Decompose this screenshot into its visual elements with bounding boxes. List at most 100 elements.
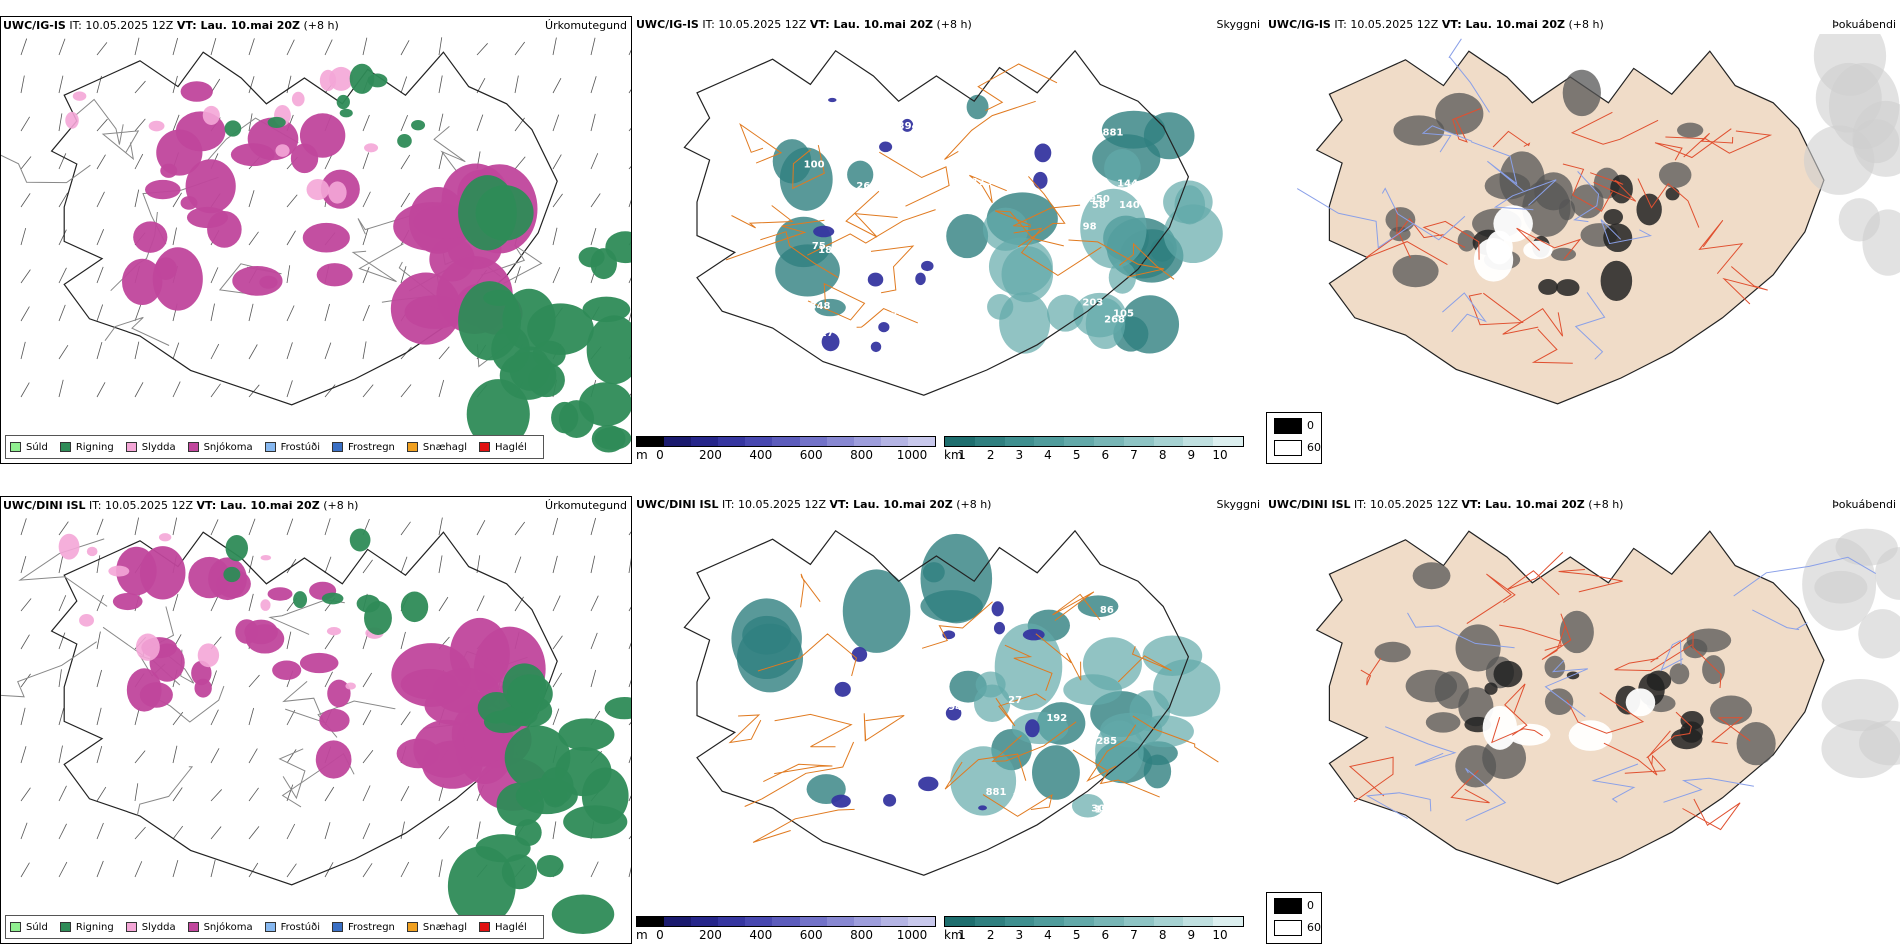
wind-barb bbox=[628, 277, 631, 284]
field-blob bbox=[326, 626, 342, 636]
wind-barb bbox=[96, 342, 103, 360]
cloud-base-value: 881 bbox=[1103, 128, 1124, 139]
field-blob bbox=[1085, 298, 1126, 350]
wind-barb bbox=[438, 859, 443, 878]
field-blob bbox=[779, 147, 833, 211]
wind-barb bbox=[134, 153, 144, 170]
wind-barb bbox=[514, 75, 519, 94]
cloud-map: 285 192 19 266 301 86 394 428 410 201 103 881 962 201… bbox=[683, 529, 1221, 876]
colorbar-tick-label: 1 bbox=[958, 928, 966, 942]
cloud-base-value: 410 bbox=[910, 823, 931, 834]
field-blob bbox=[1486, 230, 1513, 265]
visibility-colorbar: km 1 2 3 4 5 6 7 8 9 10 bbox=[944, 436, 1244, 464]
road-line bbox=[1590, 172, 1637, 202]
wind-barb bbox=[20, 269, 31, 284]
field-blob bbox=[316, 263, 353, 287]
field-blob bbox=[466, 379, 530, 450]
field-blob bbox=[1095, 720, 1144, 783]
field-blob bbox=[397, 134, 412, 148]
wind-barb bbox=[628, 165, 631, 170]
wind-barb bbox=[590, 861, 599, 878]
fog-legend: 0 60 bbox=[1266, 892, 1322, 944]
wind-barb bbox=[400, 76, 408, 94]
cloud-base-value: 100 bbox=[804, 159, 825, 170]
road-line bbox=[977, 63, 1058, 112]
field-blob bbox=[813, 225, 835, 238]
legend-item: Slydda bbox=[125, 442, 176, 453]
road-line bbox=[1637, 178, 1700, 228]
road-line bbox=[278, 748, 306, 800]
field-blob bbox=[327, 679, 351, 708]
field-blob bbox=[108, 565, 130, 577]
fog-index-label: Þokuábendi bbox=[1832, 18, 1896, 31]
colorbar-tick-label: 6 bbox=[1101, 448, 1110, 462]
field-blob bbox=[814, 298, 846, 317]
legend-swatch bbox=[59, 442, 71, 452]
legend-swatch bbox=[264, 922, 276, 932]
legend-swatch bbox=[59, 922, 71, 932]
colorbar-cell bbox=[907, 917, 936, 926]
cloud-base-value: 327 bbox=[813, 328, 834, 339]
field-blob bbox=[1523, 240, 1553, 260]
wind-barb bbox=[58, 153, 67, 170]
field-blob bbox=[1680, 721, 1703, 743]
legend-item: Frostúði bbox=[264, 442, 320, 453]
wind-barb bbox=[20, 787, 31, 802]
road-line bbox=[104, 316, 170, 346]
field-blob bbox=[458, 281, 522, 361]
field-blob bbox=[1669, 663, 1690, 685]
road-line bbox=[845, 190, 898, 238]
wind-barb bbox=[438, 37, 443, 56]
wind-barb bbox=[362, 266, 370, 284]
field-blob bbox=[945, 706, 962, 721]
cloud-base-value: 144 bbox=[1117, 179, 1138, 190]
wind-barb bbox=[628, 835, 631, 840]
field-blob bbox=[501, 854, 538, 890]
road-line bbox=[1, 641, 97, 698]
wind-barb bbox=[286, 265, 291, 284]
colorbar-unit: m bbox=[636, 928, 648, 942]
colorbar-strip bbox=[944, 916, 1244, 927]
field-blob bbox=[973, 684, 1011, 723]
field-blob bbox=[1001, 246, 1054, 303]
road-line bbox=[1296, 188, 1415, 249]
panel-title: UWC/IG-IS IT: 10.05.2025 12Z VT: Lau. 10… bbox=[3, 19, 339, 32]
field-blob bbox=[1022, 628, 1045, 641]
field-blob bbox=[299, 113, 346, 158]
road-line bbox=[728, 714, 762, 744]
field-blob bbox=[1034, 143, 1052, 163]
field-blob bbox=[1493, 660, 1523, 688]
cloud-base-value: 950 bbox=[1089, 194, 1110, 205]
wind-barb bbox=[96, 229, 105, 246]
fog-max-label: 0 bbox=[1307, 899, 1314, 912]
wind-barb bbox=[58, 229, 67, 246]
field-blob bbox=[1071, 794, 1104, 818]
wind-barb bbox=[210, 38, 217, 56]
wind-barb bbox=[362, 823, 371, 840]
colorbar-cell bbox=[1064, 917, 1094, 926]
field-blob bbox=[604, 696, 631, 720]
cloud-map: 203 144 105 113 327 394 950 97 881 269 140 100 98 125… bbox=[683, 49, 1223, 396]
colorbar-tick-label: 5 bbox=[1072, 448, 1081, 462]
wind-barb bbox=[324, 303, 330, 322]
fog-swatch-max bbox=[1274, 418, 1302, 434]
legend-label: Snjókoma bbox=[203, 441, 253, 453]
field-blob bbox=[411, 119, 426, 131]
wind-barb bbox=[286, 230, 296, 246]
wind-barb bbox=[628, 866, 631, 878]
cloud-base-value: 201 bbox=[917, 807, 938, 818]
fog-min-label: 60 bbox=[1307, 441, 1321, 454]
wind-barb bbox=[248, 231, 259, 246]
colorbar-cell bbox=[1034, 917, 1065, 926]
wind-barb bbox=[134, 707, 140, 726]
wind-barb bbox=[628, 755, 631, 764]
field-blob bbox=[527, 303, 594, 356]
colorbar-cell bbox=[974, 917, 1005, 926]
wind-barb bbox=[590, 632, 598, 650]
wind-barb bbox=[590, 595, 599, 612]
wind-barb bbox=[96, 860, 104, 878]
legend-swatch bbox=[187, 922, 199, 932]
cloud-base-value: 428 bbox=[1133, 612, 1154, 623]
colorbar-tick-label: 2 bbox=[986, 928, 995, 942]
precip-panel-top: UWC/IG-IS IT: 10.05.2025 12Z VT: Lau. 10… bbox=[0, 16, 632, 464]
